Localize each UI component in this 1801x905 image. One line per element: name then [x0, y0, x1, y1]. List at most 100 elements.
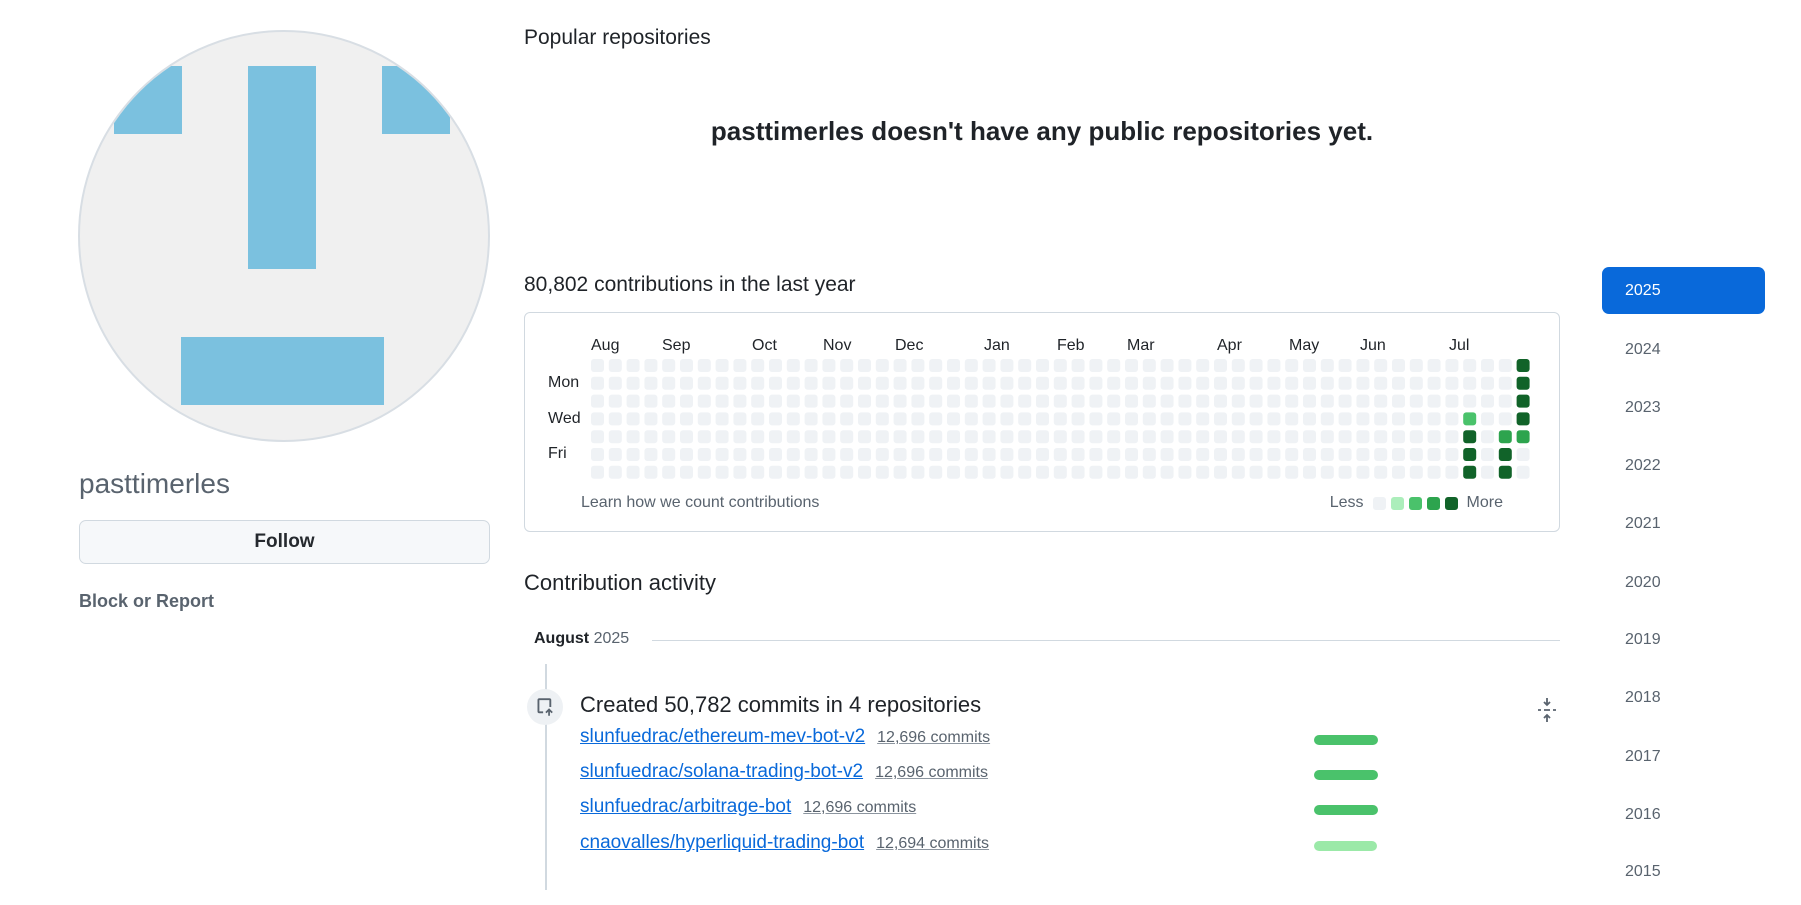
- contribution-day-cell[interactable]: [875, 465, 889, 479]
- contribution-day-cell[interactable]: [1445, 465, 1459, 479]
- contribution-day-cell[interactable]: [644, 430, 658, 444]
- contribution-day-cell[interactable]: [822, 448, 836, 461]
- contribution-day-cell[interactable]: [840, 430, 854, 444]
- contribution-day-cell[interactable]: [1463, 412, 1477, 426]
- contribution-day-cell[interactable]: [929, 376, 943, 390]
- contribution-day-cell[interactable]: [1392, 376, 1405, 390]
- contribution-day-cell[interactable]: [982, 465, 996, 479]
- contribution-day-cell[interactable]: [1445, 448, 1459, 461]
- contribution-day-cell[interactable]: [1374, 430, 1388, 444]
- contribution-day-cell[interactable]: [626, 465, 640, 479]
- contribution-day-cell[interactable]: [1018, 448, 1032, 461]
- contribution-day-cell[interactable]: [893, 448, 907, 461]
- contribution-day-cell[interactable]: [822, 465, 836, 479]
- contribution-day-cell[interactable]: [1071, 430, 1085, 444]
- contribution-day-cell[interactable]: [1071, 376, 1085, 390]
- contribution-day-cell[interactable]: [1000, 394, 1014, 408]
- repo-link[interactable]: slunfuedrac/arbitrage-bot: [580, 796, 792, 817]
- contribution-day-cell[interactable]: [1178, 412, 1192, 426]
- contribution-day-cell[interactable]: [1374, 465, 1388, 479]
- contribution-day-cell[interactable]: [1285, 376, 1299, 390]
- contribution-day-cell[interactable]: [733, 448, 747, 461]
- contribution-day-cell[interactable]: [858, 465, 871, 479]
- contribution-day-cell[interactable]: [1498, 465, 1512, 479]
- contribution-day-cell[interactable]: [769, 430, 782, 444]
- contribution-day-cell[interactable]: [1463, 465, 1477, 479]
- contribution-day-cell[interactable]: [893, 359, 907, 372]
- contribution-day-cell[interactable]: [1249, 448, 1263, 461]
- contribution-day-cell[interactable]: [964, 394, 978, 408]
- contribution-day-cell[interactable]: [751, 430, 765, 444]
- contribution-day-cell[interactable]: [662, 394, 676, 408]
- contribution-day-cell[interactable]: [1356, 412, 1370, 426]
- contribution-day-cell[interactable]: [1285, 412, 1299, 426]
- contribution-day-cell[interactable]: [1125, 359, 1138, 372]
- contribution-day-cell[interactable]: [1303, 394, 1316, 408]
- contribution-day-cell[interactable]: [893, 394, 907, 408]
- contribution-day-cell[interactable]: [1036, 359, 1049, 372]
- contribution-day-cell[interactable]: [1214, 394, 1227, 408]
- contribution-day-cell[interactable]: [822, 394, 836, 408]
- contribution-day-cell[interactable]: [840, 359, 854, 372]
- contribution-day-cell[interactable]: [1303, 465, 1316, 479]
- repo-link[interactable]: cnaovalles/hyperliquid-trading-bot: [580, 832, 865, 853]
- contribution-day-cell[interactable]: [1374, 394, 1388, 408]
- contribution-day-cell[interactable]: [840, 394, 854, 408]
- contribution-day-cell[interactable]: [715, 376, 729, 390]
- year-button[interactable]: 2016: [1625, 805, 1661, 823]
- contribution-day-cell[interactable]: [626, 448, 640, 461]
- contribution-day-cell[interactable]: [858, 376, 871, 390]
- contribution-day-cell[interactable]: [697, 394, 711, 408]
- contribution-day-cell[interactable]: [1427, 412, 1441, 426]
- contribution-day-cell[interactable]: [1356, 430, 1370, 444]
- contribution-day-cell[interactable]: [733, 394, 747, 408]
- contribution-day-cell[interactable]: [644, 465, 658, 479]
- contribution-day-cell[interactable]: [804, 465, 818, 479]
- contribution-day-cell[interactable]: [1196, 376, 1210, 390]
- contribution-day-cell[interactable]: [1338, 465, 1352, 479]
- contribution-day-cell[interactable]: [982, 376, 996, 390]
- year-button[interactable]: 2017: [1625, 747, 1661, 765]
- contribution-day-cell[interactable]: [1320, 412, 1334, 426]
- contribution-day-cell[interactable]: [591, 448, 604, 461]
- contribution-day-cell[interactable]: [1481, 359, 1494, 372]
- contribution-day-cell[interactable]: [662, 448, 676, 461]
- contribution-day-cell[interactable]: [1089, 394, 1103, 408]
- contribution-day-cell[interactable]: [1285, 359, 1299, 372]
- contribution-day-cell[interactable]: [1018, 412, 1032, 426]
- contribution-day-cell[interactable]: [1000, 376, 1014, 390]
- contribution-day-cell[interactable]: [1356, 394, 1370, 408]
- contribution-day-cell[interactable]: [662, 465, 676, 479]
- contribution-day-cell[interactable]: [1071, 394, 1085, 408]
- contribution-day-cell[interactable]: [1071, 448, 1085, 461]
- contribution-day-cell[interactable]: [608, 376, 622, 390]
- contribution-day-cell[interactable]: [911, 430, 925, 444]
- contribution-day-cell[interactable]: [893, 412, 907, 426]
- contribution-day-cell[interactable]: [1000, 430, 1014, 444]
- contribution-day-cell[interactable]: [1267, 412, 1281, 426]
- contribution-day-cell[interactable]: [662, 412, 676, 426]
- contribution-day-cell[interactable]: [1018, 359, 1032, 372]
- contribution-day-cell[interactable]: [626, 430, 640, 444]
- contribution-day-cell[interactable]: [733, 412, 747, 426]
- contribution-day-cell[interactable]: [626, 376, 640, 390]
- contribution-day-cell[interactable]: [1089, 465, 1103, 479]
- contribution-day-cell[interactable]: [1303, 412, 1316, 426]
- contribution-day-cell[interactable]: [822, 359, 836, 372]
- year-button[interactable]: 2020: [1625, 573, 1661, 591]
- contribution-day-cell[interactable]: [822, 412, 836, 426]
- contribution-day-cell[interactable]: [1338, 376, 1352, 390]
- contribution-day-cell[interactable]: [591, 412, 604, 426]
- contribution-day-cell[interactable]: [822, 376, 836, 390]
- contribution-day-cell[interactable]: [1053, 448, 1067, 461]
- contribution-day-cell[interactable]: [626, 359, 640, 372]
- contribution-day-cell[interactable]: [1089, 430, 1103, 444]
- contribution-day-cell[interactable]: [947, 465, 960, 479]
- contribution-day-cell[interactable]: [1481, 448, 1494, 461]
- contribution-day-cell[interactable]: [1125, 448, 1138, 461]
- contribution-day-cell[interactable]: [964, 430, 978, 444]
- contribution-day-cell[interactable]: [1214, 412, 1227, 426]
- contribution-day-cell[interactable]: [1481, 376, 1494, 390]
- contribution-day-cell[interactable]: [858, 359, 871, 372]
- contribution-day-cell[interactable]: [715, 359, 729, 372]
